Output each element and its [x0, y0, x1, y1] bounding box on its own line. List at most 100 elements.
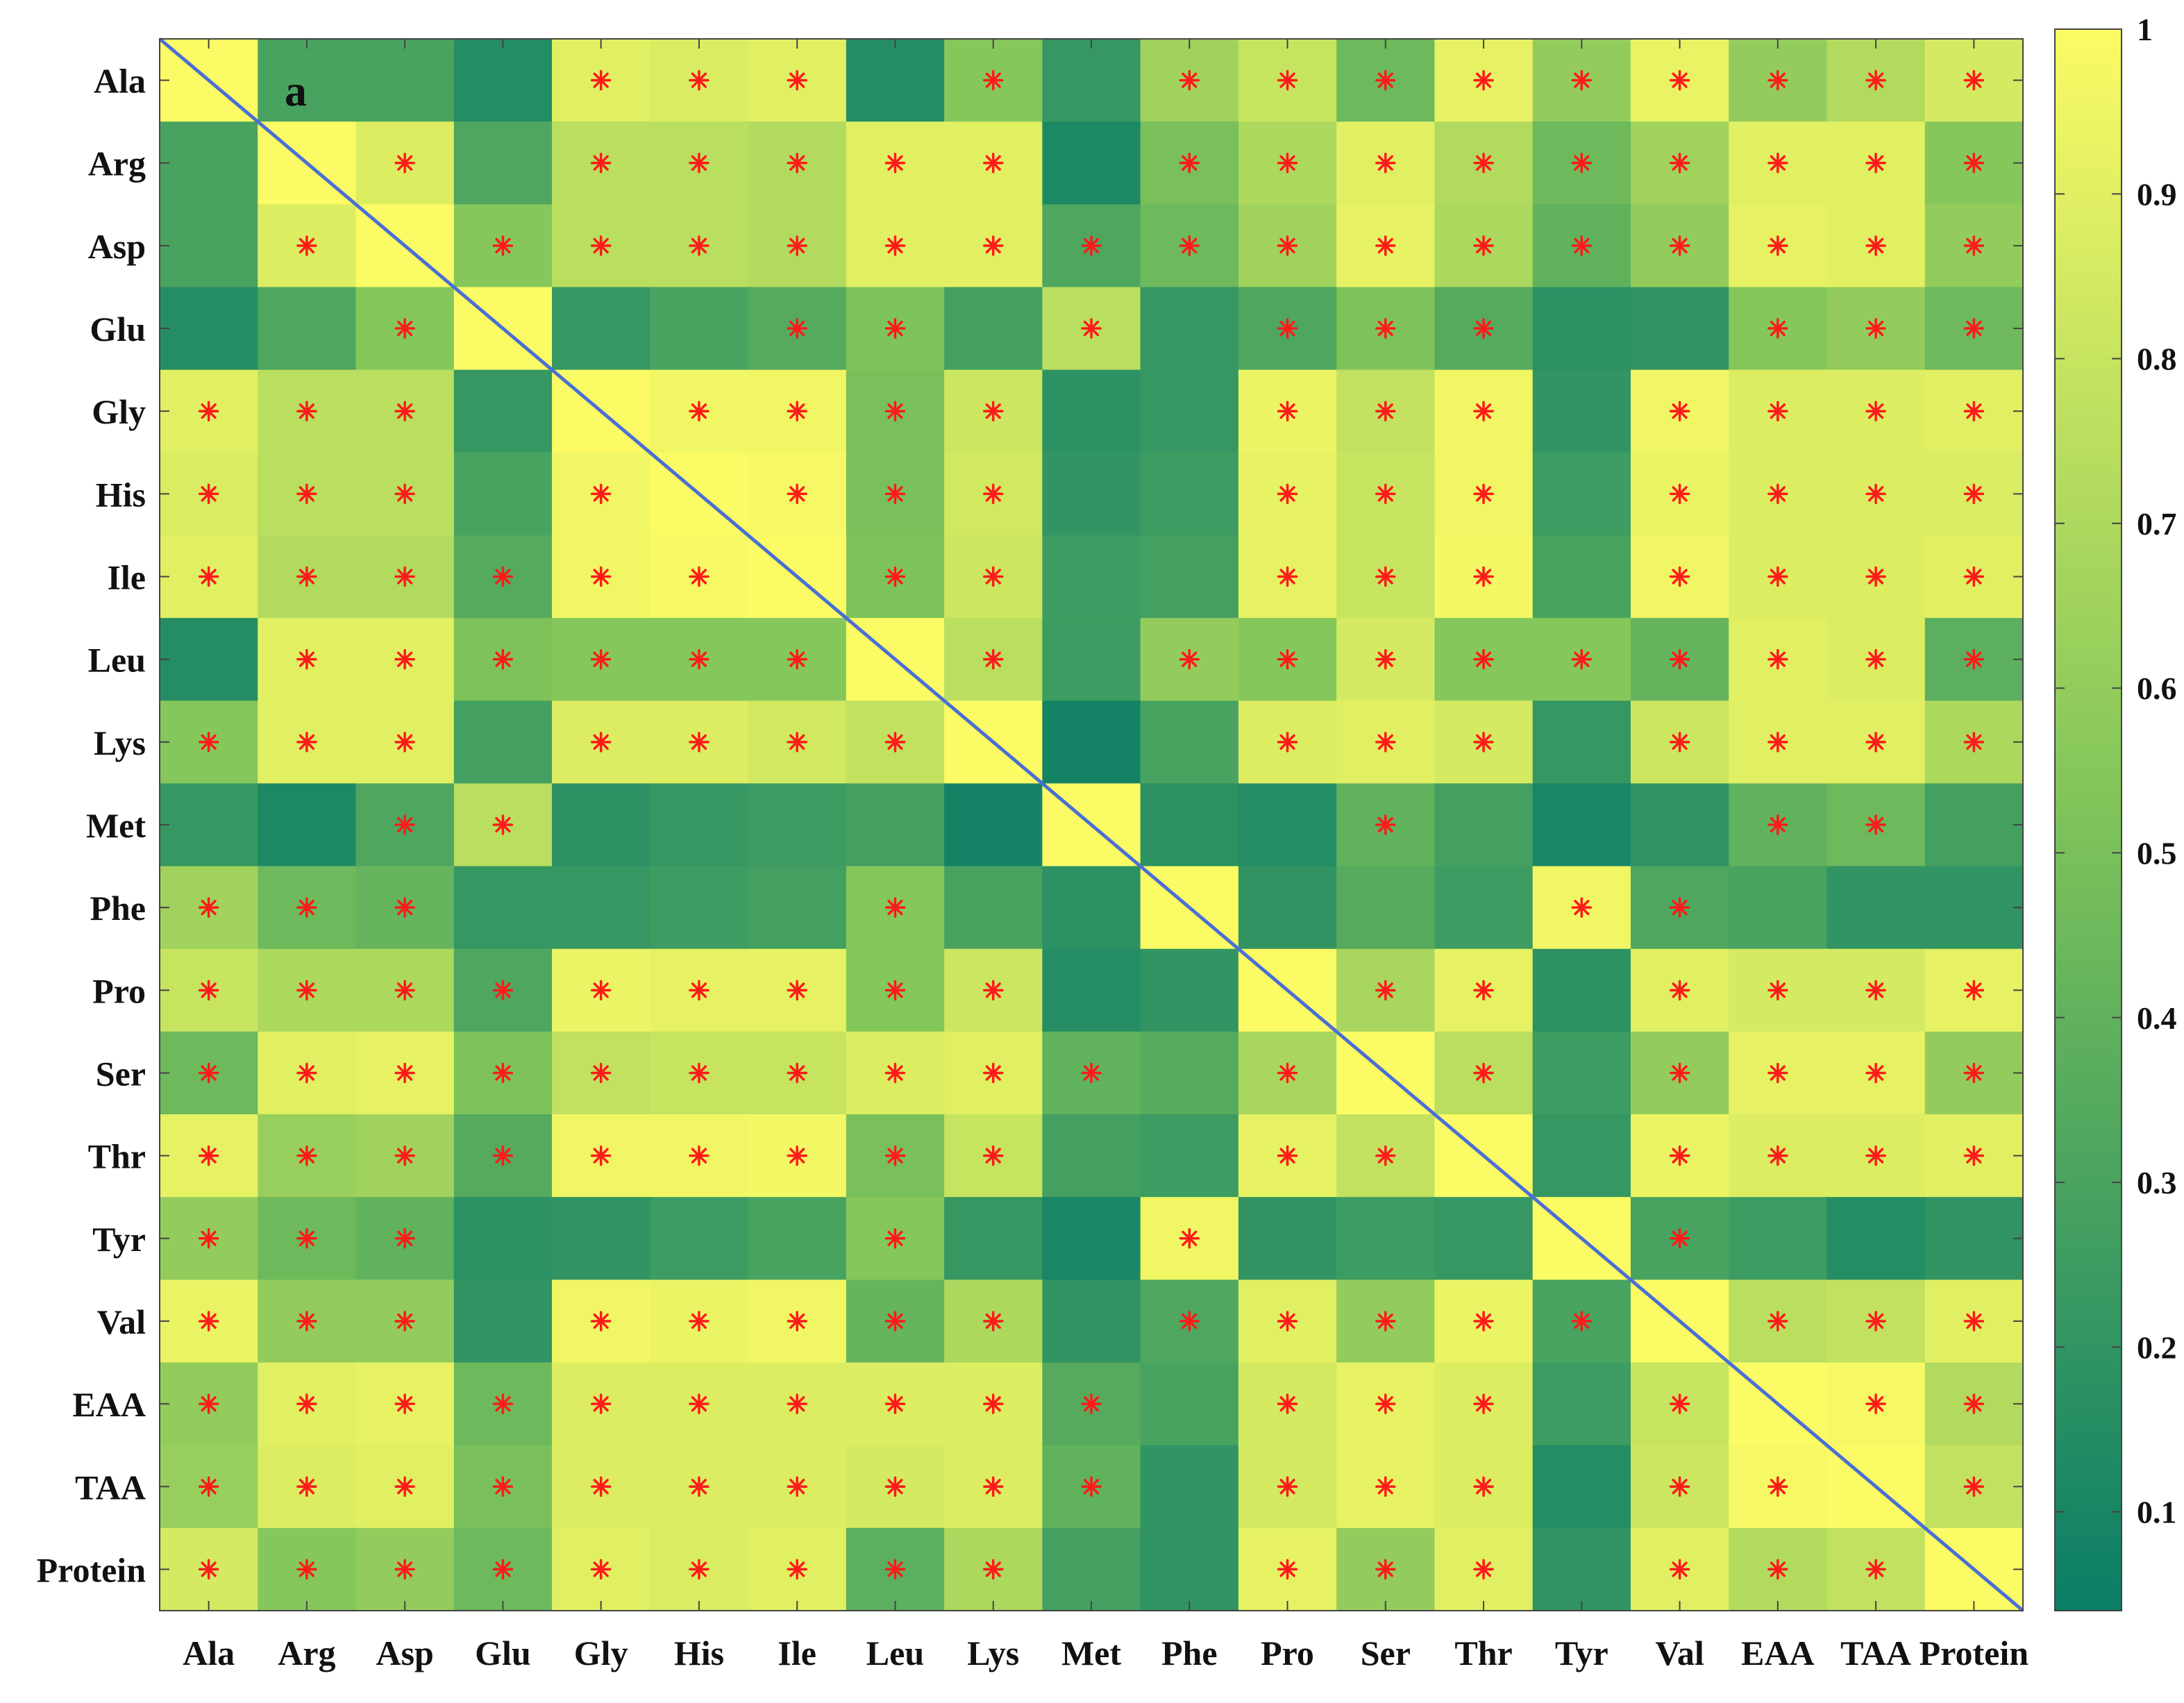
significance-star-his-pro — [1277, 483, 1298, 505]
significance-star-asp-his — [689, 235, 709, 256]
heatmap-cell-val-glu — [453, 1280, 553, 1364]
heatmap-cell-lys-met — [1042, 701, 1141, 785]
row-label-tyr: Tyr — [92, 1220, 146, 1259]
heatmap-cell-arg-ala — [160, 121, 258, 205]
heatmap-cell-tyr-taa — [1826, 1197, 1926, 1280]
significance-star-ile-pro — [1277, 566, 1298, 587]
significance-star-taa-ser — [1375, 1476, 1396, 1498]
significance-star-ala-phe — [1179, 69, 1200, 91]
significance-star-taa-ile — [787, 1476, 807, 1498]
significance-star-arg-tyr — [1571, 152, 1593, 174]
row-label-taa: TAA — [75, 1468, 146, 1507]
heatmap-cell-glu-phe — [1140, 287, 1239, 371]
row-labels: Ala Arg Asp Glu Gly His Ile Leu Lys Met Phe Pro Ser T… — [37, 62, 146, 1590]
heatmap-cell-pro-tyr — [1532, 948, 1631, 1032]
significance-star-phe-arg — [296, 897, 317, 918]
significance-star-tyr-phe — [1179, 1228, 1200, 1249]
significance-star-ala-his — [689, 69, 709, 91]
heatmap-cell-tyr-protein — [1924, 1197, 2024, 1280]
significance-star-arg-pro — [1277, 152, 1298, 174]
significance-star-his-eaa — [1767, 483, 1788, 505]
axis-ticks — [160, 39, 2023, 1611]
significance-star-val-asp — [394, 1311, 415, 1332]
significance-star-his-ala — [198, 483, 219, 505]
heatmap-cell-met-protein — [1924, 783, 2024, 867]
significance-star-ser-thr — [1473, 1062, 1494, 1084]
heatmap-cell-eaa-tyr — [1532, 1362, 1631, 1446]
significance-star-thr-leu — [884, 1145, 906, 1166]
significance-star-protein-leu — [884, 1559, 906, 1580]
heatmap-cell-phe-met — [1042, 866, 1141, 950]
significance-star-glu-pro — [1277, 318, 1298, 339]
significance-star-ala-tyr — [1571, 69, 1593, 91]
heatmap-cell-lys-phe — [1140, 701, 1239, 785]
significance-star-protein-lys — [982, 1559, 1004, 1580]
heatmap-cell-glu-his — [650, 287, 749, 371]
significance-star-phe-leu — [884, 897, 906, 918]
significance-star-thr-taa — [1865, 1145, 1886, 1166]
significance-star-lys-gly — [590, 732, 612, 753]
significance-star-glu-ser — [1375, 318, 1396, 339]
heatmap-cell-val-met — [1042, 1280, 1141, 1364]
significance-star-asp-tyr — [1571, 235, 1593, 256]
significance-star-ile-eaa — [1767, 566, 1788, 587]
heatmap-cell-phe-pro — [1238, 866, 1337, 950]
heatmap-cell-his-phe — [1140, 452, 1239, 536]
colorbar-tick-label: 0.9 — [2137, 176, 2177, 212]
significance-star-eaa-gly — [590, 1393, 612, 1414]
significance-star-taa-glu — [492, 1476, 514, 1498]
significance-star-gly-val — [1669, 401, 1690, 421]
heatmap-cell-tyr-ser — [1336, 1197, 1436, 1280]
colorbar-tick-label: 0.5 — [2137, 835, 2177, 871]
heatmap-cell-his-tyr — [1532, 452, 1631, 536]
column-label-lys: Lys — [967, 1634, 1019, 1672]
significance-star-eaa-ala — [198, 1393, 219, 1414]
significance-star-ile-ala — [198, 566, 219, 587]
significance-star-thr-arg — [296, 1145, 317, 1166]
heatmap-cell-tyr-thr — [1434, 1197, 1534, 1280]
significance-star-leu-taa — [1865, 648, 1886, 670]
colorbar-tick-label: 1 — [2137, 12, 2153, 47]
column-label-asp: Asp — [376, 1634, 433, 1672]
significance-star-eaa-protein — [1963, 1393, 1985, 1414]
significance-star-eaa-glu — [492, 1393, 514, 1414]
column-label-arg: Arg — [278, 1634, 335, 1672]
significance-star-gly-thr — [1473, 401, 1494, 421]
heatmap-cell-tyr-glu — [453, 1197, 553, 1280]
significance-star-taa-pro — [1277, 1476, 1298, 1498]
significance-star-ala-lys — [982, 69, 1004, 91]
significance-star-asp-val — [1669, 235, 1690, 256]
significance-star-leu-phe — [1179, 648, 1200, 670]
significance-star-val-ala — [198, 1311, 219, 1332]
significance-star-eaa-asp — [394, 1393, 415, 1414]
significance-star-lys-arg — [296, 732, 317, 753]
heatmap-cell-arg-glu — [453, 121, 553, 205]
significance-star-lys-thr — [1473, 732, 1494, 753]
heatmap-cell-tyr-lys — [944, 1197, 1043, 1280]
significance-star-arg-protein — [1963, 152, 1985, 174]
significance-star-lys-ser — [1375, 732, 1396, 753]
significance-star-lys-val — [1669, 732, 1690, 753]
significance-star-tyr-ala — [198, 1228, 219, 1249]
significance-star-gly-ser — [1375, 401, 1396, 421]
significance-star-asp-taa — [1865, 235, 1886, 256]
significance-star-arg-val — [1669, 152, 1690, 174]
significance-star-ala-val — [1669, 69, 1690, 91]
significance-star-thr-asp — [394, 1145, 415, 1166]
colorbar-tick-label: 0.4 — [2137, 1000, 2177, 1036]
significance-star-protein-thr — [1473, 1559, 1494, 1580]
significance-star-ala-protein — [1963, 69, 1985, 91]
significance-star-pro-ile — [787, 980, 807, 1001]
heatmap-cell-met-arg — [258, 783, 357, 867]
significance-star-taa-protein — [1963, 1476, 1985, 1498]
significance-star-phe-tyr — [1571, 897, 1593, 918]
heatmap-cell-protein-tyr — [1532, 1527, 1631, 1611]
significance-star-thr-lys — [982, 1145, 1004, 1166]
heatmap-cell-ser-tyr — [1532, 1031, 1631, 1115]
significance-star-his-val — [1669, 483, 1690, 505]
colorbar-ticks: 0.1 0.2 0.3 0.4 0.5 0.6 0.7 0.8 0.9 1 — [2055, 12, 2177, 1530]
significance-star-arg-leu — [884, 152, 906, 174]
significance-star-ile-ser — [1375, 566, 1396, 587]
